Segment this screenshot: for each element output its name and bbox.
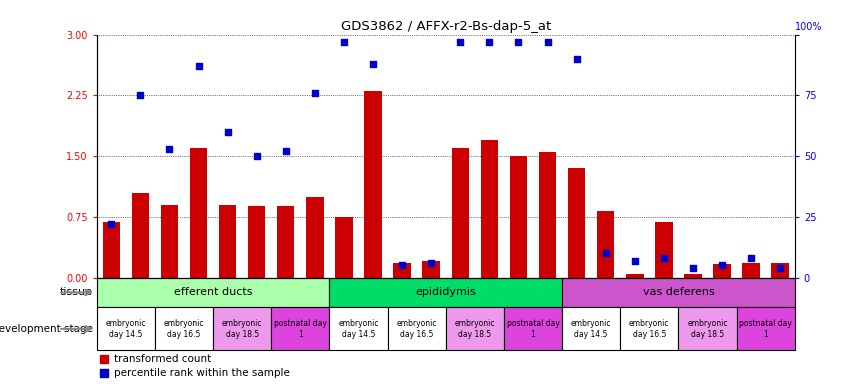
Bar [330, 307, 388, 351]
Text: efferent ducts: efferent ducts [174, 287, 252, 298]
Bar [271, 307, 330, 351]
Bar [330, 278, 562, 307]
Bar [597, 211, 615, 278]
Point [308, 90, 321, 96]
Text: postnatal day
1: postnatal day 1 [274, 319, 327, 339]
Bar [248, 206, 266, 278]
Point [628, 258, 642, 264]
Bar [422, 262, 440, 278]
Bar [277, 206, 294, 278]
Bar [364, 91, 382, 278]
Point [221, 129, 235, 135]
Point [599, 250, 612, 257]
Text: postnatal day
1: postnatal day 1 [506, 319, 559, 339]
Bar [446, 307, 504, 351]
Point [541, 39, 554, 45]
Text: embryonic
day 18.5: embryonic day 18.5 [687, 319, 727, 339]
Point [395, 262, 409, 268]
Text: epididymis: epididymis [415, 287, 476, 298]
Point [367, 61, 380, 67]
Text: embryonic
day 16.5: embryonic day 16.5 [629, 319, 669, 339]
Text: embryonic
day 16.5: embryonic day 16.5 [396, 319, 436, 339]
Text: embryonic
day 14.5: embryonic day 14.5 [106, 319, 146, 339]
Text: embryonic
day 14.5: embryonic day 14.5 [338, 319, 378, 339]
Text: vas deferens: vas deferens [643, 287, 714, 298]
Bar [394, 263, 410, 278]
Bar [510, 156, 527, 278]
Point [483, 39, 496, 45]
Bar [685, 273, 701, 278]
Point [744, 255, 758, 261]
Bar [219, 205, 236, 278]
Point [657, 255, 670, 261]
Bar [336, 217, 352, 278]
Bar [306, 197, 324, 278]
Text: embryonic
day 14.5: embryonic day 14.5 [571, 319, 611, 339]
Point [686, 265, 700, 271]
Bar [452, 148, 469, 278]
Bar [771, 263, 789, 278]
Bar [131, 192, 149, 278]
Point [104, 221, 118, 227]
Bar [568, 168, 585, 278]
Bar [713, 264, 731, 278]
Text: 100%: 100% [795, 22, 822, 32]
Point [250, 153, 263, 159]
Bar [190, 148, 207, 278]
Point [192, 63, 205, 69]
Bar [626, 273, 643, 278]
Point [97, 370, 110, 376]
Point [337, 39, 351, 45]
Bar [97, 307, 155, 351]
Bar [155, 307, 213, 351]
Text: embryonic
day 16.5: embryonic day 16.5 [164, 319, 204, 339]
Bar [388, 307, 446, 351]
Bar [655, 222, 673, 278]
Point [162, 146, 176, 152]
Text: development stage: development stage [0, 324, 93, 334]
Point [453, 39, 467, 45]
Title: GDS3862 / AFFX-r2-Bs-dap-5_at: GDS3862 / AFFX-r2-Bs-dap-5_at [341, 20, 551, 33]
Point [570, 56, 584, 62]
Point [716, 262, 729, 268]
Bar [562, 307, 621, 351]
Text: transformed count: transformed count [114, 354, 211, 364]
Point [511, 39, 525, 45]
Bar [97, 278, 330, 307]
Bar [562, 278, 795, 307]
Bar [679, 307, 737, 351]
Point [279, 148, 293, 154]
Bar [480, 140, 498, 278]
Text: embryonic
day 18.5: embryonic day 18.5 [222, 319, 262, 339]
Point [425, 260, 438, 266]
Text: percentile rank within the sample: percentile rank within the sample [114, 368, 290, 378]
Text: tissue: tissue [61, 287, 93, 298]
Bar [213, 307, 271, 351]
Bar [103, 222, 120, 278]
Bar [539, 152, 556, 278]
Bar [743, 263, 760, 278]
Bar [737, 307, 795, 351]
Text: postnatal day
1: postnatal day 1 [739, 319, 792, 339]
Point [97, 356, 110, 362]
Point [774, 265, 787, 271]
Point [134, 92, 147, 98]
Bar [620, 307, 679, 351]
Bar [161, 205, 178, 278]
Text: embryonic
day 18.5: embryonic day 18.5 [455, 319, 495, 339]
Bar [504, 307, 562, 351]
